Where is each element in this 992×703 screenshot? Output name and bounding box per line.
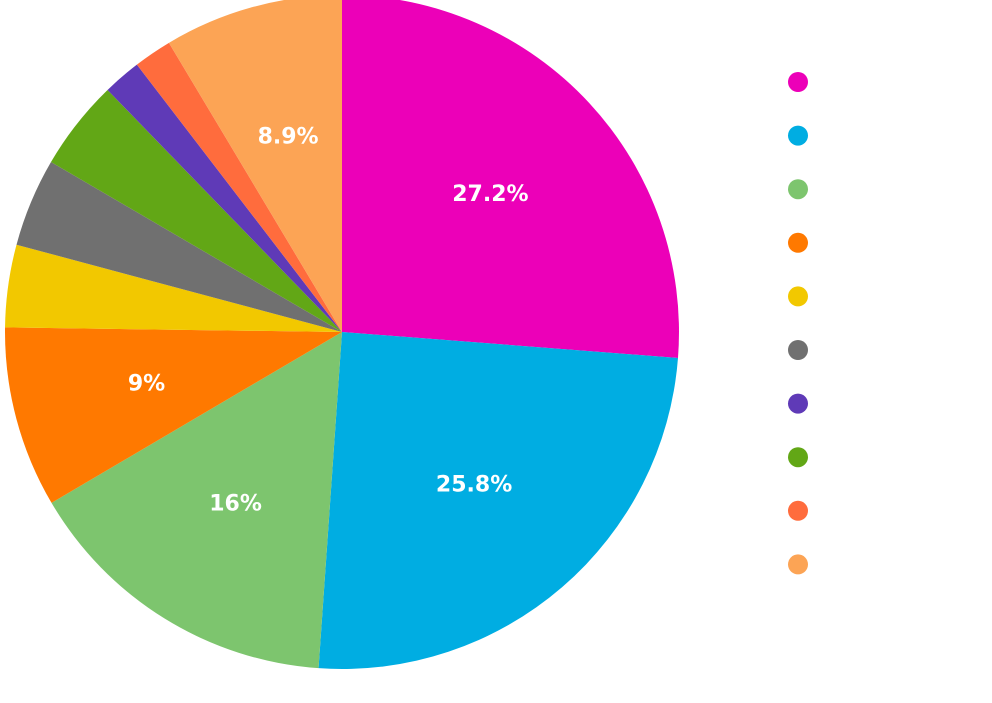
pie-slice-6: [16, 162, 342, 332]
pie-data-label-3: 16%: [209, 491, 262, 516]
pie-slice-1: [342, 0, 679, 359]
pie-slice-2: [318, 332, 678, 669]
legend-marker-7: [788, 447, 808, 468]
pie-slice-4: [4, 327, 343, 503]
legend: [788, 72, 808, 575]
legend-marker-5: [788, 286, 808, 307]
legend-marker-3: [788, 179, 808, 200]
pie-slice-3: [51, 332, 343, 669]
pie-data-label-4: 9%: [128, 371, 165, 396]
pie-data-label-1: 27.2%: [452, 182, 528, 207]
legend-marker-9: [788, 500, 808, 521]
pie-slice-8: [107, 64, 342, 333]
legend-marker-8: [788, 393, 808, 414]
legend-marker-6: [788, 340, 808, 360]
pie-slice-9: [136, 42, 342, 332]
pie-slice-7: [51, 89, 342, 332]
pie-slices: [4, 0, 679, 669]
pie-data-label-2: 25.8%: [436, 473, 512, 498]
legend-marker-1: [788, 72, 808, 92]
pie-data-labels: 27.2% 25.8% 16% 9% 8.9%: [128, 125, 529, 517]
pie-slice-10: [168, 0, 342, 332]
legend-marker-4: [788, 232, 808, 253]
legend-marker-10: [788, 554, 808, 575]
legend-marker-2: [788, 125, 808, 146]
pie-slice-5: [5, 244, 343, 332]
pie-data-label-10: 8.9%: [258, 125, 319, 150]
